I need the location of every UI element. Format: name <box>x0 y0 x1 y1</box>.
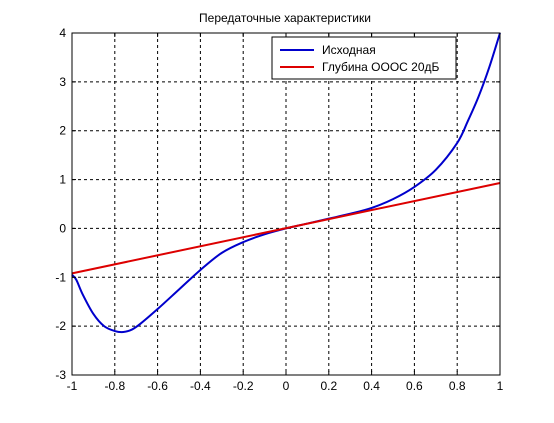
legend-label: Исходная <box>322 43 376 57</box>
legend-box <box>271 36 457 80</box>
x-tick-label: -0.2 <box>233 379 254 393</box>
grid <box>72 33 500 375</box>
x-tick-label: 0.2 <box>320 379 337 393</box>
x-tick-label: -1 <box>67 379 78 393</box>
x-tick-label: -0.6 <box>147 379 168 393</box>
y-tick-label: 0 <box>59 221 66 235</box>
series-layer <box>71 32 501 334</box>
y-tick-label: -2 <box>55 319 66 333</box>
x-tick-label: 1 <box>497 379 504 393</box>
legend: Исходная Глубина ОООС 20дБ <box>271 36 457 80</box>
x-tick-label: 0.8 <box>449 379 466 393</box>
y-tick-label: 1 <box>59 173 66 187</box>
y-tick-label: -1 <box>55 270 66 284</box>
legend-label: Глубина ОООС 20дБ <box>322 60 440 74</box>
x-tick-label: 0.4 <box>363 379 380 393</box>
y-tick-label: 4 <box>59 26 66 40</box>
y-tick-label: -3 <box>55 368 66 382</box>
x-tick-label: -0.4 <box>190 379 211 393</box>
series-line-0 <box>71 32 501 334</box>
x-tick-label: 0 <box>283 379 290 393</box>
y-tick-label: 2 <box>59 124 66 138</box>
chart-title: Передаточные характеристики <box>199 11 371 25</box>
ticks: -1 -0.8 -0.6 -0.4 -0.2 0 0.2 0.4 0.6 0.8 1 -3 -2 -1 0 1… <box>55 26 503 393</box>
x-tick-label: 0.6 <box>406 379 423 393</box>
x-tick-label: -0.8 <box>104 379 125 393</box>
series-line-1 <box>71 182 501 275</box>
y-tick-label: 3 <box>59 75 66 89</box>
